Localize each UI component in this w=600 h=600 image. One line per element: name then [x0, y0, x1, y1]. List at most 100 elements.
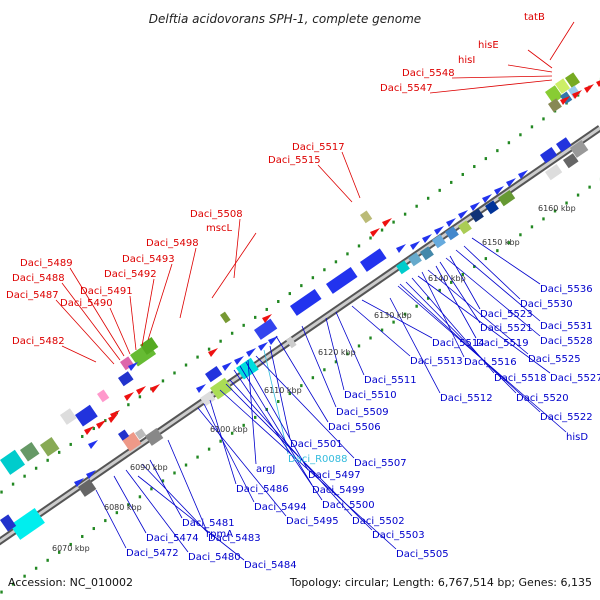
gene-strand-arrow: [222, 362, 232, 371]
gene-feature-block: [0, 449, 26, 475]
forward-guide-dot: [23, 474, 26, 478]
forward-guide-dot: [277, 300, 280, 304]
gene-strand-arrow: [434, 226, 444, 235]
forward-guide-dot: [57, 450, 61, 454]
gene-feature-block: [408, 252, 422, 267]
forward-label-leader: [341, 151, 361, 199]
forward-guide-dot: [173, 371, 176, 375]
gene-feature-block: [498, 190, 516, 207]
reverse-label-leader: [113, 475, 147, 534]
forward-gene-label: Daci_5493: [122, 254, 175, 265]
gene-strand-arrow: [560, 96, 570, 105]
gene-feature-block: [144, 428, 164, 446]
forward-gene-label: Daci_5482: [12, 336, 65, 347]
reverse-gene-label: Daci_5486: [236, 484, 289, 495]
reverse-label-leader: [197, 407, 287, 517]
gene-feature-block: [75, 404, 98, 427]
kbp-tick-label: 6090 kbp: [130, 463, 168, 472]
gene-strand-arrow: [246, 348, 256, 357]
reverse-guide-dot: [69, 542, 72, 546]
forward-gene-label: hisE: [478, 40, 499, 51]
gene-feature-block: [570, 140, 589, 158]
gene-strand-arrow: [196, 384, 206, 393]
gene-feature-block: [540, 147, 558, 164]
gene-feature-block: [458, 220, 472, 235]
reverse-guide-dot: [207, 447, 211, 451]
reverse-guide-dot: [150, 487, 153, 491]
forward-guide-dot: [403, 212, 407, 216]
forward-guide-dot: [242, 323, 245, 327]
reverse-guide-dot: [104, 519, 107, 523]
reverse-guide-dot: [196, 455, 199, 459]
reverse-label-leader: [439, 261, 481, 324]
reverse-gene-label: rpmA: [206, 529, 233, 540]
gene-feature-block: [554, 78, 571, 94]
forward-label-leader: [549, 21, 575, 61]
reverse-label-leader: [95, 489, 127, 549]
gene-feature-block: [445, 226, 459, 241]
gene-strand-arrow: [518, 170, 528, 179]
forward-gene-label: hisI: [458, 55, 475, 66]
forward-guide-dot: [311, 276, 315, 280]
kbp-tick-label: 6160 kbp: [538, 204, 576, 213]
reverse-label-leader: [417, 275, 551, 374]
forward-guide-dot: [161, 379, 165, 383]
gene-strand-arrow: [482, 194, 492, 203]
reverse-gene-label: Daci_5514: [432, 338, 485, 349]
forward-guide-dot: [300, 284, 303, 288]
forward-gene-label: Daci_5490: [60, 298, 113, 309]
gene-feature-block: [396, 260, 410, 275]
gene-feature-block: [254, 318, 278, 340]
reverse-label-leader: [239, 365, 313, 486]
forward-label-leader: [233, 218, 241, 279]
forward-guide-dot: [323, 268, 326, 272]
forward-label-leader: [451, 75, 553, 79]
label-leaders: [55, 21, 575, 561]
gene-strand-arrow: [370, 228, 380, 237]
reverse-label-leader: [233, 369, 323, 501]
forward-guide-dot: [438, 188, 441, 192]
gene-strand-arrow: [396, 244, 406, 253]
reverse-gene-label: Daci_5483: [208, 533, 261, 544]
reverse-guide-dot: [415, 304, 418, 308]
gene-strand-arrow: [84, 426, 94, 435]
forward-label-leader: [147, 263, 173, 341]
forward-guide-dot: [346, 252, 349, 256]
reverse-gene-label: Daci_5525: [528, 354, 581, 365]
reverse-guide-dot: [161, 479, 165, 483]
reverse-label-leader: [137, 475, 245, 561]
gene-feature-block: [289, 288, 322, 316]
gene-strand-arrow: [258, 342, 268, 351]
gene-feature-block: [59, 408, 77, 425]
reverse-guide-dot: [11, 582, 15, 586]
gene-features: [0, 72, 600, 540]
forward-guide-dot: [426, 196, 430, 200]
reverse-guide-dot: [496, 249, 499, 253]
reverse-gene-label: Daci_5528: [540, 336, 593, 347]
reverse-label-leader: [389, 297, 441, 394]
gene-feature-block: [118, 371, 134, 387]
forward-gene-label: Daci_5492: [104, 269, 157, 280]
reverse-label-leader: [405, 281, 517, 394]
kbp-tick-label: 6110 kbp: [264, 386, 302, 395]
forward-label-leader: [109, 307, 131, 355]
gene-strand-arrow: [208, 348, 218, 357]
forward-guide-dot: [207, 347, 211, 351]
gene-feature-block: [470, 208, 484, 223]
reverse-guide-dot: [23, 574, 26, 578]
forward-label-leader: [211, 232, 257, 299]
gene-feature-block: [219, 311, 231, 324]
reverse-gene-label: Daci_5523: [480, 309, 533, 320]
reverse-gene-label: hisD: [566, 432, 588, 443]
forward-label-leader: [429, 79, 553, 94]
reverse-guide-dot: [92, 527, 95, 531]
gene-feature-block: [556, 137, 572, 153]
reverse-gene-label: Daci_5518: [494, 373, 547, 384]
forward-guide-dot: [230, 331, 234, 335]
reverse-gene-label: Daci_R0088: [288, 454, 348, 465]
reverse-label-leader: [427, 269, 529, 355]
gene-strand-arrow: [88, 440, 98, 449]
forward-guide-dot: [34, 466, 38, 470]
reverse-label-leader: [399, 283, 541, 413]
